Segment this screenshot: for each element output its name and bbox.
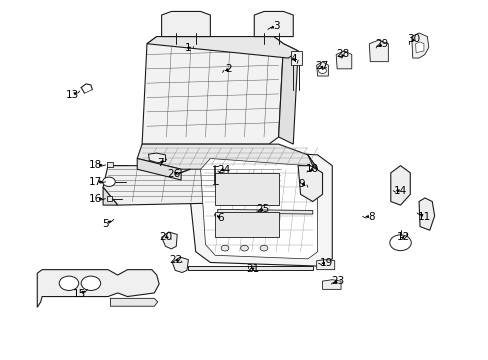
Text: 15: 15 — [73, 289, 86, 299]
Text: 19: 19 — [319, 258, 332, 268]
Circle shape — [260, 245, 267, 251]
Text: 26: 26 — [167, 168, 180, 179]
Polygon shape — [316, 62, 328, 76]
Polygon shape — [161, 232, 177, 249]
Polygon shape — [103, 187, 118, 205]
Text: 1: 1 — [185, 43, 191, 53]
Circle shape — [81, 276, 101, 291]
Text: 21: 21 — [246, 264, 259, 274]
Text: 22: 22 — [169, 255, 183, 265]
Text: 18: 18 — [89, 160, 102, 170]
Polygon shape — [110, 298, 158, 306]
Circle shape — [102, 177, 115, 186]
Text: 12: 12 — [396, 232, 409, 242]
Polygon shape — [172, 257, 188, 273]
Polygon shape — [368, 40, 387, 62]
Text: 6: 6 — [216, 213, 223, 222]
Polygon shape — [278, 44, 298, 144]
Circle shape — [221, 245, 228, 251]
Polygon shape — [200, 158, 317, 259]
Text: 25: 25 — [256, 204, 269, 215]
Text: 2: 2 — [225, 64, 232, 74]
Polygon shape — [37, 270, 159, 307]
Polygon shape — [307, 155, 317, 169]
Polygon shape — [188, 266, 312, 270]
Polygon shape — [147, 37, 298, 58]
Text: 3: 3 — [272, 21, 279, 31]
Polygon shape — [335, 51, 351, 69]
Text: 4: 4 — [289, 54, 296, 64]
Text: 24: 24 — [217, 165, 230, 175]
Polygon shape — [137, 158, 181, 180]
Circle shape — [59, 276, 79, 291]
Text: 14: 14 — [393, 186, 407, 196]
Polygon shape — [298, 166, 322, 202]
Text: 29: 29 — [375, 40, 388, 49]
Text: 13: 13 — [66, 90, 80, 100]
Text: 28: 28 — [336, 49, 349, 59]
Text: 23: 23 — [331, 276, 344, 286]
Text: 16: 16 — [89, 194, 102, 204]
Polygon shape — [217, 210, 312, 214]
Polygon shape — [254, 12, 293, 37]
Polygon shape — [293, 180, 312, 209]
Polygon shape — [316, 260, 334, 270]
Polygon shape — [215, 212, 278, 237]
Circle shape — [389, 235, 410, 251]
Text: 11: 11 — [417, 212, 430, 221]
Polygon shape — [411, 33, 428, 58]
Text: 20: 20 — [159, 232, 172, 242]
Polygon shape — [290, 51, 302, 65]
Text: 5: 5 — [102, 219, 109, 229]
Polygon shape — [161, 12, 210, 37]
Polygon shape — [137, 144, 317, 169]
Polygon shape — [103, 166, 303, 205]
Text: 7: 7 — [157, 158, 163, 168]
Polygon shape — [107, 162, 113, 167]
Polygon shape — [215, 173, 278, 205]
Polygon shape — [322, 280, 340, 289]
Text: 10: 10 — [305, 164, 319, 174]
Polygon shape — [148, 153, 165, 163]
Text: 27: 27 — [314, 61, 327, 71]
Circle shape — [240, 245, 248, 251]
Polygon shape — [418, 198, 434, 230]
Polygon shape — [107, 196, 112, 201]
Polygon shape — [185, 148, 331, 266]
Polygon shape — [415, 42, 423, 53]
Polygon shape — [142, 37, 283, 144]
Text: 17: 17 — [89, 177, 102, 187]
Polygon shape — [390, 166, 409, 205]
Text: 30: 30 — [407, 35, 420, 44]
Circle shape — [318, 68, 326, 73]
Text: 9: 9 — [298, 179, 305, 189]
Text: 8: 8 — [367, 212, 374, 221]
